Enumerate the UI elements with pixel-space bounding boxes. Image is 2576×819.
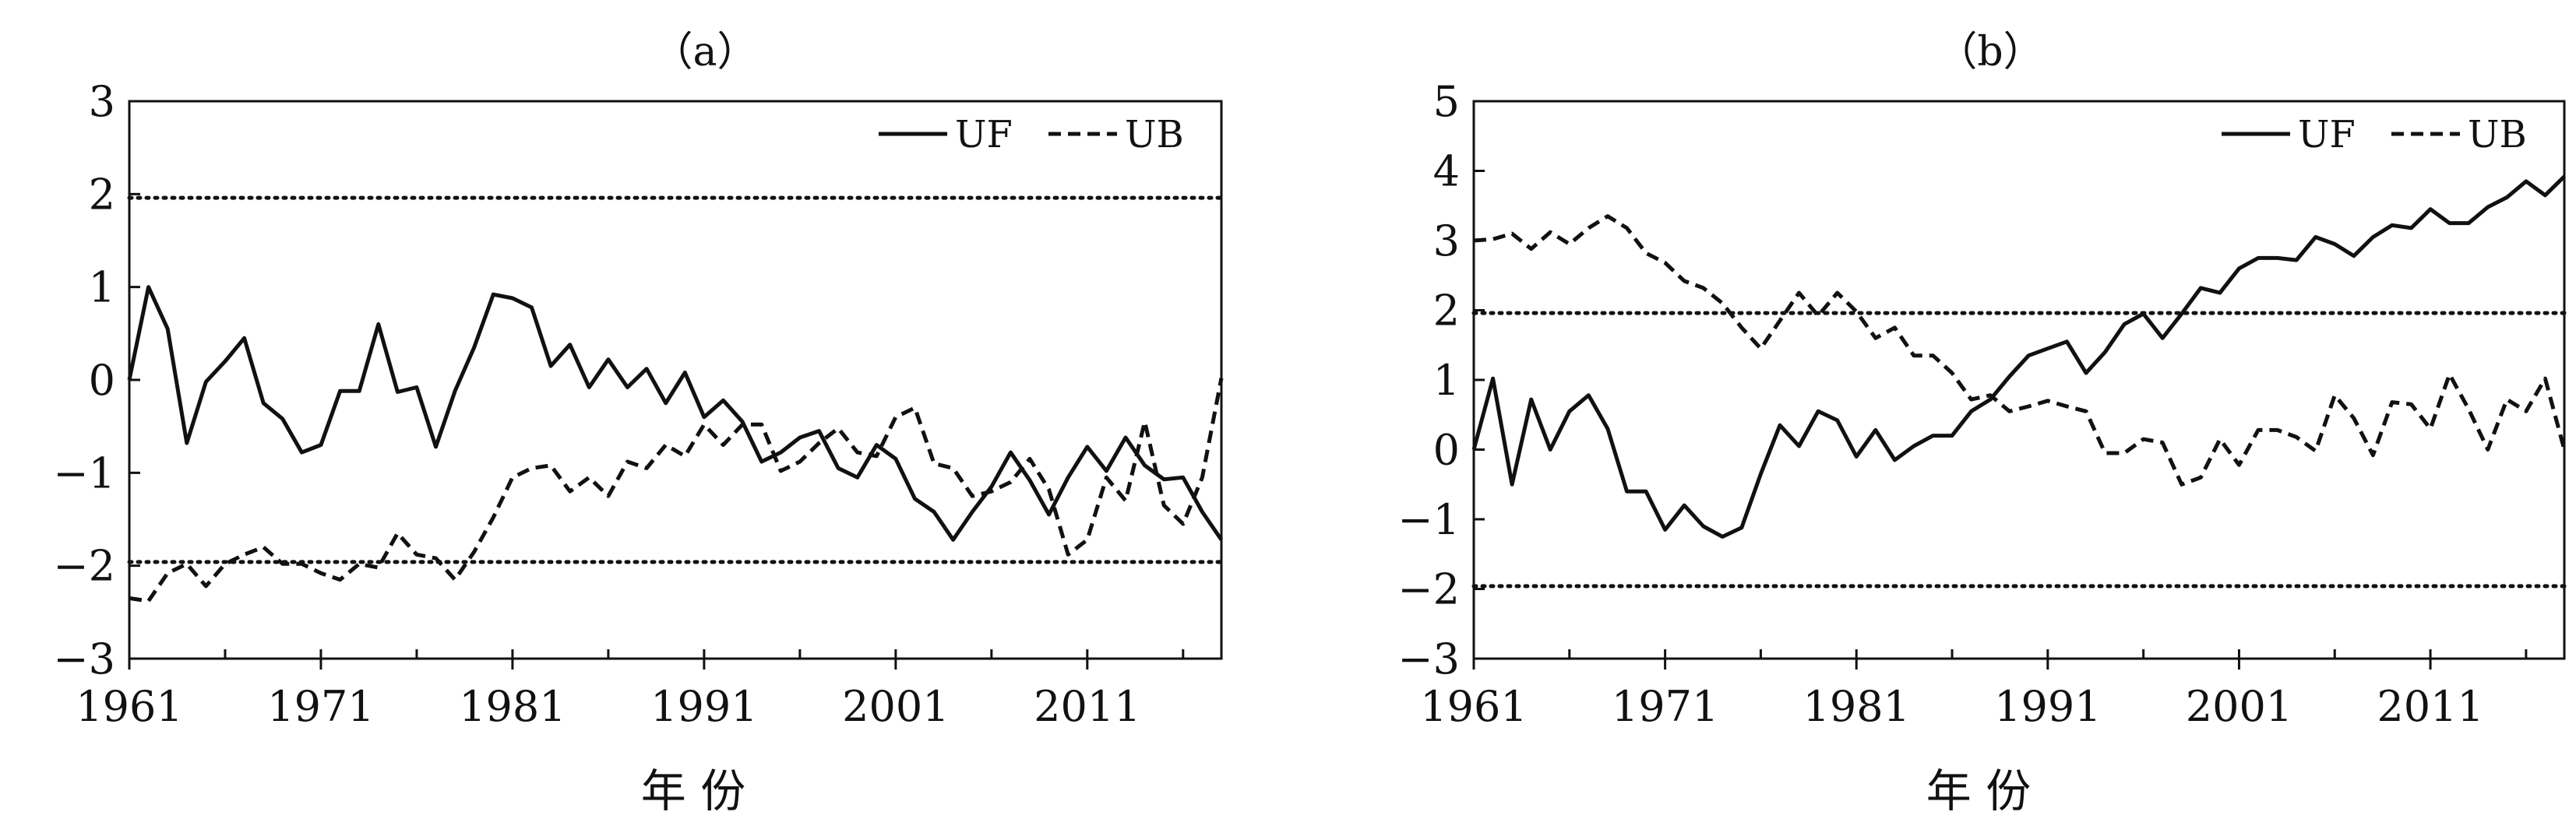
y-tick-label: −3 [53,634,115,684]
y-tick-label: 2 [89,170,115,219]
panel-b-title: （b） [1936,29,2043,76]
y-tick-label: 1 [1433,356,1460,405]
y-tick-label: 2 [1433,286,1460,336]
x-tick-label: 1991 [650,682,757,731]
panel-a-title: （a） [652,29,757,76]
x-tick-label: 1961 [76,682,182,731]
y-tick-label: 0 [89,356,115,405]
panel-b: （b） 年 份 −3 −2 −1 0 1 2 3 4 5 1961 1971 1981 1991 2001… [1397,29,2567,817]
series-uf-line [127,285,1224,542]
y-tick-label: −1 [53,448,115,497]
x-tick-label: 1981 [1803,682,1910,731]
legend-ub-label: UB [2468,113,2527,156]
legend-ub-label: UB [1125,113,1184,156]
series-ub-line [1473,214,2567,487]
x-tick-label: 2001 [842,682,949,731]
y-tick-label: 4 [1433,147,1460,196]
y-tick-label: 3 [1433,216,1460,265]
y-tick-label: −1 [1397,495,1460,544]
y-tick-label: −3 [1397,634,1460,684]
y-tick-label: −2 [53,542,115,591]
plot-frame [128,100,1223,660]
x-tick-label: 2011 [1034,682,1140,731]
y-tick-label: 3 [89,77,115,126]
y-tick-label: 0 [1433,426,1460,475]
y-tick-label: 1 [89,263,115,312]
x-tick-label: 2011 [2377,682,2483,731]
legend-uf-label: UF [2298,113,2356,156]
x-tick-label: 1981 [459,682,566,731]
panel-a: （a） 年 份 −3 −2 −1 0 1 2 3 1961 1971 1981 1991 2001 20… [53,29,1224,817]
x-tick-label: 1961 [1420,682,1527,731]
panel-b-xlabel: 年 份 [1926,765,2031,817]
panel-a-xlabel: 年 份 [641,765,745,817]
x-tick-label: 1991 [1994,682,2101,731]
x-tick-label: 1971 [1612,682,1718,731]
series-ub-line [129,378,1224,603]
x-tick-label: 2001 [2186,682,2292,731]
plot-frame [1472,100,2566,660]
series-uf-line [1471,174,2566,539]
y-tick-label: 5 [1433,77,1460,126]
y-tick-label: −2 [1397,565,1460,614]
legend-uf-label: UF [955,113,1013,156]
x-tick-label: 1971 [267,682,374,731]
